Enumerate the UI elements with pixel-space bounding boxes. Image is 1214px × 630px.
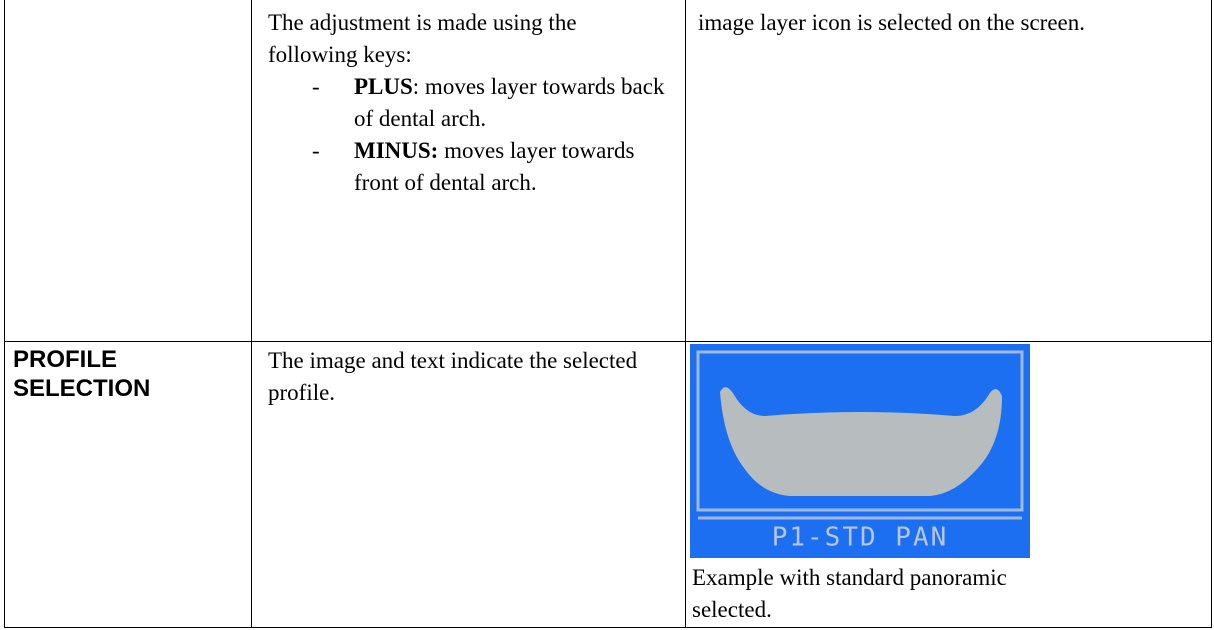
- cell: [4, 0, 252, 342]
- screen-image: P1-STD PAN: [690, 344, 1030, 558]
- cell: PROFILE SELECTION: [4, 341, 252, 628]
- text: The image and text indicate the selected…: [268, 348, 638, 405]
- profile-shape: [720, 387, 1002, 496]
- cell: The image and text indicate the selected…: [251, 341, 686, 628]
- text: The adjustment is made using the followi…: [268, 10, 577, 67]
- cell: P1-STD PAN Example with standard panoram…: [685, 341, 1212, 628]
- text: : moves layer towards back of dental arc…: [354, 74, 665, 131]
- cell: The adjustment is made using the followi…: [251, 0, 686, 342]
- frame: [696, 350, 1024, 512]
- text: moves layer towards front of dental arch…: [354, 138, 635, 195]
- cell: image layer icon is selected on the scre…: [685, 0, 1212, 342]
- text: image layer icon is selected on the scre…: [698, 10, 1086, 35]
- caption: Example with standard panoramic selected…: [692, 565, 1007, 622]
- list-item: - PLUS: moves layer towards back of denta…: [312, 74, 665, 131]
- label: PROFILE SELECTION: [13, 346, 151, 402]
- screen-text: P1-STD PAN: [772, 523, 949, 553]
- key: MINUS:: [354, 138, 439, 163]
- key: PLUS: [354, 74, 413, 99]
- list-item: - MINUS: moves layer towards front of den…: [312, 138, 635, 195]
